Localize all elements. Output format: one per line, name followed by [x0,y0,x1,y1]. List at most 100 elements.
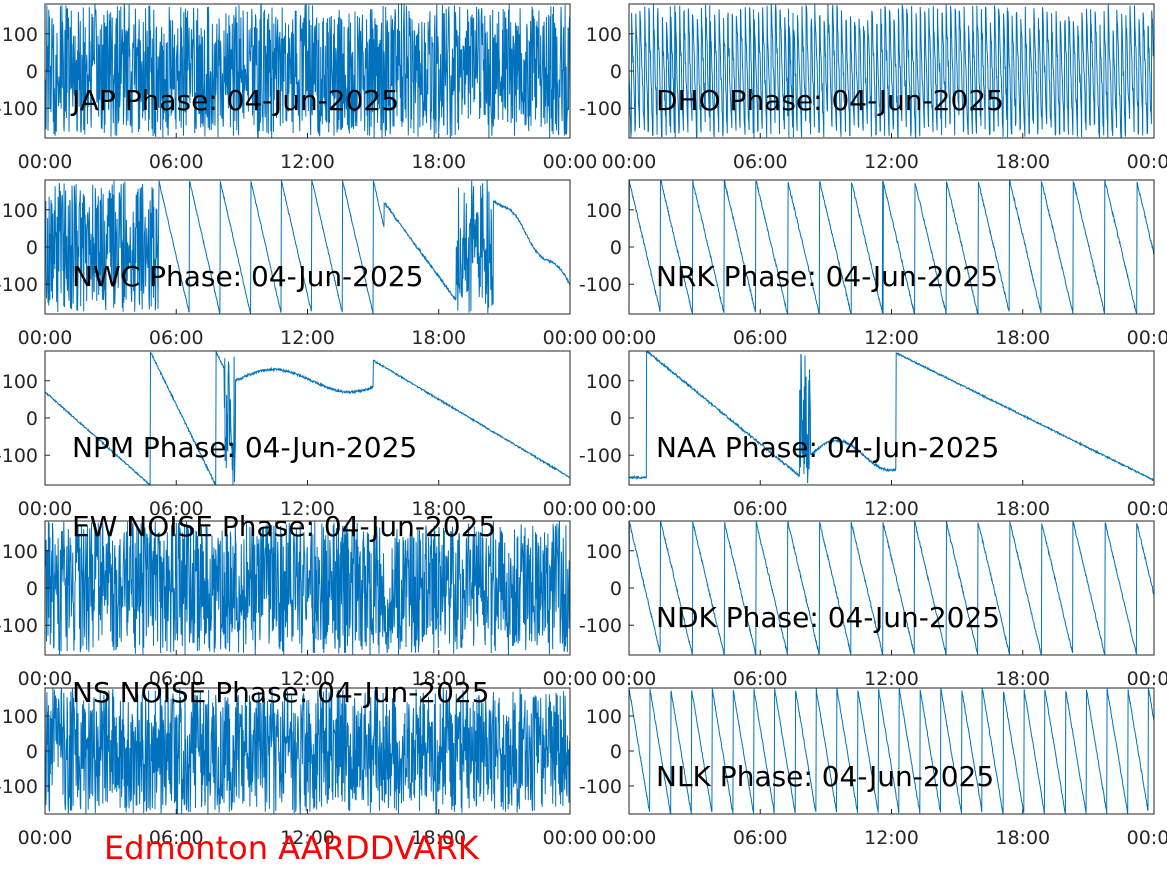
chart-title: NPM Phase: 04-Jun-2025 [72,431,417,464]
y-tick-label: 0 [26,61,38,83]
series-line [45,521,570,655]
x-tick-label: 12:00 [864,668,919,690]
series-line [629,4,1154,138]
x-tick-label: 12:00 [864,327,919,349]
y-tick-label: -100 [579,615,622,637]
y-tick-label: -100 [0,776,38,798]
x-tick-label: 18:00 [995,668,1050,690]
series-line [629,180,1154,314]
x-tick-label: 00:00 [18,327,73,349]
y-tick-label: 0 [610,578,622,600]
x-tick-label: 00:00 [18,827,73,849]
x-tick-label: 18:00 [411,327,466,349]
plot-frame [628,179,1155,315]
chart-title: EW NOISE Phase: 04-Jun-2025 [72,510,496,543]
y-tick-label: -100 [579,274,622,296]
x-tick-label: 12:00 [864,498,919,520]
y-tick-label: 0 [26,741,38,763]
x-tick-label: 06:00 [149,827,204,849]
chart-panel: -100 0 100 00:00 06:00 12:00 18:00 00:00 NLK Pha… [579,687,1167,849]
chart-title: NLK Phase: 04-Jun-2025 [656,760,994,793]
x-tick-label: 00:00 [543,498,598,520]
chart-panel: -100 0 100 00:00 06:00 12:00 18:00 00:00 NPM Pha… [0,350,598,520]
series-line [629,688,1154,814]
y-tick-label: 0 [26,237,38,259]
y-tick-label: -100 [579,445,622,467]
x-tick-label: 18:00 [995,827,1050,849]
y-tick-label: 100 [586,24,622,46]
x-tick-label: 00:00 [602,498,657,520]
x-tick-label: 06:00 [733,827,788,849]
chart-title: NWC Phase: 04-Jun-2025 [72,260,423,293]
y-tick-label: 100 [2,541,38,563]
chart-title: NAA Phase: 04-Jun-2025 [656,431,999,464]
x-tick-label: 00:00 [1127,151,1167,173]
chart-panel: -100 0 100 00:00 06:00 12:00 18:00 00:00 JAP Pha… [0,3,598,173]
chart-panel: -100 0 100 00:00 06:00 12:00 18:00 00:00 NWC Pha… [0,179,597,349]
chart-panel: -100 0 100 00:00 06:00 12:00 18:00 00:00 NRK Pha… [579,179,1167,349]
y-tick-label: 0 [610,408,622,430]
x-tick-label: 18:00 [411,668,466,690]
x-tick-label: 06:00 [733,151,788,173]
x-tick-label: 12:00 [280,498,335,520]
chart-panel: -100 0 100 00:00 06:00 12:00 18:00 00:00 NAA Pha… [579,350,1167,520]
y-tick-label: 0 [610,61,622,83]
y-tick-label: -100 [0,98,38,120]
x-tick-label: 12:00 [280,327,335,349]
y-tick-label: 100 [586,371,622,393]
x-tick-label: 12:00 [864,827,919,849]
x-tick-label: 00:00 [543,151,598,173]
x-tick-label: 12:00 [864,151,919,173]
y-tick-label: -100 [579,98,622,120]
plot-frame [44,350,571,486]
y-tick-label: -100 [0,445,38,467]
series-line [45,351,570,485]
chart-title: NS NOISE Phase: 04-Jun-2025 [72,676,490,709]
series-line [629,351,1154,484]
x-tick-label: 06:00 [149,668,204,690]
plot-frame [628,350,1155,486]
y-tick-label: -100 [0,274,38,296]
x-tick-label: 00:00 [18,668,73,690]
y-tick-label: 100 [2,24,38,46]
series-line [629,521,1154,655]
chart-panel: -100 0 100 00:00 06:00 12:00 18:00 00:00 NS NOIS… [0,676,597,849]
chart-title: NRK Phase: 04-Jun-2025 [656,260,998,293]
chart-panel: -100 0 100 00:00 06:00 12:00 18:00 00:00 NDK Pha… [579,520,1167,690]
y-tick-label: 100 [586,541,622,563]
x-tick-label: 06:00 [149,151,204,173]
chart-panel: -100 0 100 00:00 06:00 12:00 18:00 00:00 EW NOIS… [0,510,597,690]
y-tick-label: 0 [26,408,38,430]
y-tick-label: 100 [2,371,38,393]
y-tick-label: 100 [586,200,622,222]
x-tick-label: 18:00 [995,327,1050,349]
series-line [45,688,570,814]
series-line [45,180,570,314]
x-tick-label: 12:00 [280,151,335,173]
x-tick-label: 00:00 [602,327,657,349]
x-tick-label: 06:00 [149,327,204,349]
x-tick-label: 00:00 [1127,498,1167,520]
chart-title: DHO Phase: 04-Jun-2025 [656,84,1004,117]
y-tick-label: -100 [0,615,38,637]
x-tick-label: 00:00 [1127,327,1167,349]
x-tick-label: 00:00 [18,151,73,173]
series-line [45,4,570,138]
x-tick-label: 00:00 [602,827,657,849]
x-tick-label: 00:00 [1127,827,1167,849]
x-tick-label: 18:00 [995,151,1050,173]
y-tick-label: 0 [26,578,38,600]
chart-title: NDK Phase: 04-Jun-2025 [656,601,1000,634]
x-tick-label: 18:00 [411,498,466,520]
x-tick-label: 00:00 [1127,668,1167,690]
x-tick-label: 06:00 [733,327,788,349]
y-tick-label: 100 [586,706,622,728]
x-tick-label: 00:00 [543,668,598,690]
x-tick-label: 06:00 [733,498,788,520]
x-tick-label: 00:00 [18,498,73,520]
y-tick-label: 100 [2,706,38,728]
x-tick-label: 00:00 [602,151,657,173]
figure-footer: Edmonton AARDDVARK [104,829,479,867]
x-tick-label: 12:00 [280,827,335,849]
